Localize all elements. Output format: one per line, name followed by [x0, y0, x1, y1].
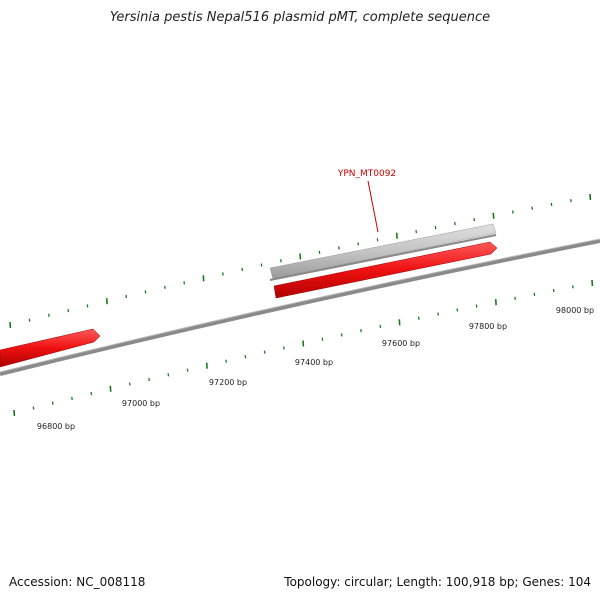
inner-tick-row — [13, 279, 594, 417]
scale-label-97000: 97000 bp — [122, 399, 160, 408]
scale-label-97800: 97800 bp — [469, 322, 507, 331]
map-title: Yersinia pestis Nepal516 plasmid pMT, co… — [109, 10, 491, 25]
sequence-info-text: Topology: circular; Length: 100,918 bp; … — [284, 575, 591, 589]
scale-label-97600: 97600 bp — [382, 339, 420, 348]
gene-feature-gray[interactable] — [269, 223, 497, 280]
scale-label-96800: 96800 bp — [37, 422, 75, 431]
scale-label-97400: 97400 bp — [295, 358, 333, 367]
gene-feature-red-left[interactable] — [0, 328, 101, 368]
outer-tick-row — [9, 193, 592, 329]
scale-label-97200: 97200 bp — [209, 378, 247, 387]
gene-label[interactable]: YPN_MT0092 — [337, 169, 396, 179]
sequence-backbone — [0, 239, 600, 376]
accession-text: Accession: NC_008118 — [9, 575, 146, 589]
gene-label-leader — [367, 180, 379, 233]
scale-label-98000: 98000 bp — [556, 306, 594, 315]
gene-feature-red-right[interactable] — [273, 241, 498, 299]
